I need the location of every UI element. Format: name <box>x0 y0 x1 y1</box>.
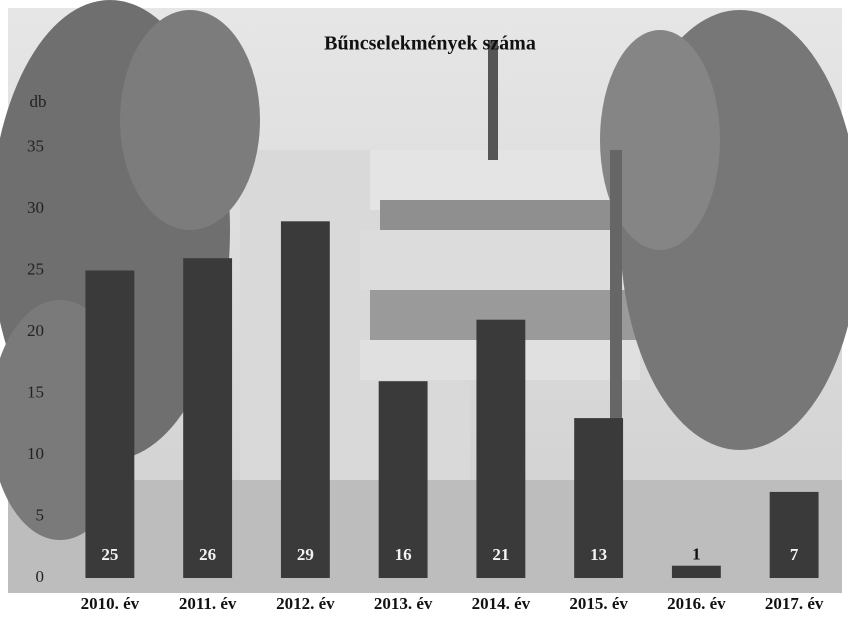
data-label: 21 <box>492 545 509 564</box>
y-tick-label: 5 <box>36 505 45 524</box>
bar <box>770 492 819 578</box>
data-label: 25 <box>101 545 118 564</box>
data-label: 16 <box>395 545 412 564</box>
x-tick-label: 2017. év <box>765 594 824 613</box>
y-tick-label: 30 <box>27 198 44 217</box>
bar <box>281 221 330 578</box>
data-label: 26 <box>199 545 216 564</box>
data-label: 1 <box>692 545 701 564</box>
x-tick-label: 2010. év <box>81 594 140 613</box>
chart: Bűncselekmények száma db 0 5 10 15 20 25 30 35 2… <box>0 0 848 618</box>
x-tick-label: 2013. év <box>374 594 433 613</box>
bar <box>476 320 525 578</box>
bar <box>183 258 232 578</box>
y-tick-label: 15 <box>27 382 44 401</box>
bar <box>85 271 134 579</box>
data-label: 13 <box>590 545 607 564</box>
x-tick-label: 2014. év <box>472 594 531 613</box>
chart-title: Bűncselekmények száma <box>324 33 536 55</box>
y-axis-label: db <box>30 92 47 111</box>
y-tick-label: 25 <box>27 259 44 278</box>
bar <box>672 566 721 578</box>
x-tick-label: 2011. év <box>179 594 237 613</box>
data-label: 7 <box>790 545 799 564</box>
y-tick-label: 0 <box>36 567 45 586</box>
x-tick-label: 2016. év <box>667 594 726 613</box>
x-tick-label: 2012. év <box>276 594 335 613</box>
y-tick-label: 35 <box>27 136 44 155</box>
data-label: 29 <box>297 545 314 564</box>
y-tick-label: 20 <box>27 321 44 340</box>
x-tick-label: 2015. év <box>569 594 628 613</box>
y-tick-label: 10 <box>27 444 44 463</box>
